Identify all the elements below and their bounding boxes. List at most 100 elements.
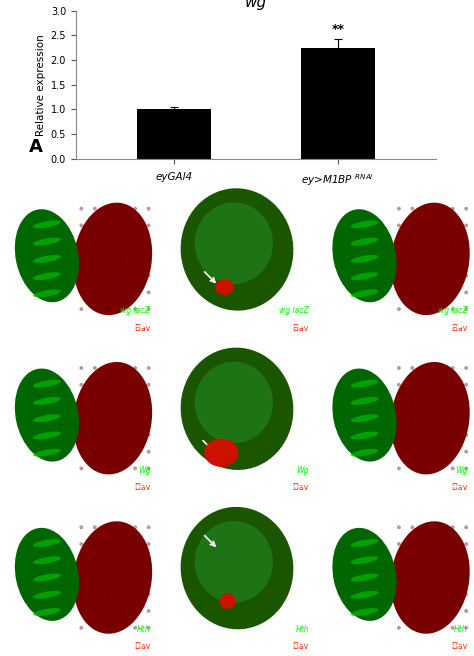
Ellipse shape [79, 525, 83, 529]
Ellipse shape [146, 433, 151, 437]
Ellipse shape [424, 274, 428, 277]
Ellipse shape [451, 626, 455, 630]
Text: Elav: Elav [134, 483, 150, 492]
Ellipse shape [79, 417, 83, 420]
Ellipse shape [424, 575, 428, 579]
Ellipse shape [464, 559, 468, 563]
Ellipse shape [351, 414, 378, 422]
Ellipse shape [351, 432, 378, 440]
Ellipse shape [146, 307, 151, 311]
Ellipse shape [464, 224, 468, 228]
Ellipse shape [146, 525, 151, 529]
Ellipse shape [79, 382, 83, 386]
Ellipse shape [120, 382, 124, 386]
Ellipse shape [351, 272, 378, 280]
Text: 50μm: 50μm [278, 319, 292, 324]
Text: 50μm: 50μm [437, 478, 451, 483]
Ellipse shape [424, 559, 428, 563]
Ellipse shape [106, 466, 110, 470]
Ellipse shape [73, 203, 152, 315]
Ellipse shape [397, 366, 401, 370]
Ellipse shape [79, 609, 83, 613]
Ellipse shape [106, 559, 110, 563]
Ellipse shape [93, 466, 97, 470]
Ellipse shape [93, 400, 97, 403]
Ellipse shape [397, 240, 401, 244]
Text: eyGal4: eyGal4 [6, 185, 31, 191]
Ellipse shape [410, 626, 414, 630]
Ellipse shape [397, 450, 401, 454]
Ellipse shape [120, 542, 124, 546]
Ellipse shape [33, 397, 61, 405]
Ellipse shape [351, 220, 378, 228]
Ellipse shape [146, 291, 151, 295]
Ellipse shape [120, 466, 124, 470]
Text: Elav: Elav [134, 642, 150, 651]
Ellipse shape [146, 224, 151, 228]
Ellipse shape [33, 237, 61, 245]
Ellipse shape [33, 591, 61, 599]
Text: Elav: Elav [293, 483, 309, 492]
Ellipse shape [410, 307, 414, 311]
Ellipse shape [133, 433, 137, 437]
Ellipse shape [133, 466, 137, 470]
Ellipse shape [79, 207, 83, 211]
Ellipse shape [93, 366, 97, 370]
Text: Elav: Elav [452, 642, 468, 651]
Ellipse shape [332, 209, 397, 302]
Ellipse shape [424, 207, 428, 211]
Ellipse shape [424, 366, 428, 370]
Ellipse shape [120, 559, 124, 563]
Ellipse shape [133, 366, 137, 370]
Ellipse shape [410, 592, 414, 596]
Ellipse shape [410, 450, 414, 454]
Ellipse shape [133, 525, 137, 529]
Text: A: A [29, 138, 43, 155]
Ellipse shape [79, 466, 83, 470]
Ellipse shape [351, 397, 378, 405]
Text: J: J [324, 642, 328, 651]
Ellipse shape [79, 542, 83, 546]
Ellipse shape [120, 592, 124, 596]
Ellipse shape [438, 542, 441, 546]
Text: Hth: Hth [137, 625, 150, 634]
Ellipse shape [451, 257, 455, 261]
Ellipse shape [438, 224, 441, 228]
Ellipse shape [79, 366, 83, 370]
Ellipse shape [438, 257, 441, 261]
Ellipse shape [93, 525, 97, 529]
Ellipse shape [146, 240, 151, 244]
Text: ey>M1BP$^{RNAi}$: ey>M1BP$^{RNAi}$ [165, 504, 213, 516]
Ellipse shape [451, 609, 455, 613]
Ellipse shape [397, 307, 401, 311]
Ellipse shape [93, 417, 97, 420]
Ellipse shape [146, 257, 151, 261]
Ellipse shape [451, 450, 455, 454]
Ellipse shape [451, 400, 455, 403]
Ellipse shape [79, 400, 83, 403]
Ellipse shape [424, 466, 428, 470]
Ellipse shape [391, 203, 470, 315]
Ellipse shape [438, 450, 441, 454]
Ellipse shape [106, 307, 110, 311]
Ellipse shape [410, 417, 414, 420]
Ellipse shape [73, 522, 152, 634]
Ellipse shape [195, 202, 273, 284]
Ellipse shape [397, 257, 401, 261]
Ellipse shape [146, 207, 151, 211]
Ellipse shape [397, 291, 401, 295]
Ellipse shape [133, 400, 137, 403]
Ellipse shape [120, 207, 124, 211]
Text: 50μm: 50μm [278, 478, 292, 483]
Ellipse shape [410, 609, 414, 613]
Text: ey>M1BP$^{RNAi}$: ey>M1BP$^{RNAi}$ [165, 344, 213, 357]
Ellipse shape [397, 207, 401, 211]
Ellipse shape [33, 539, 61, 547]
Ellipse shape [438, 417, 441, 420]
Ellipse shape [351, 449, 378, 457]
Ellipse shape [410, 466, 414, 470]
Text: D: D [324, 323, 333, 333]
Ellipse shape [438, 626, 441, 630]
Ellipse shape [410, 240, 414, 244]
Text: ey>M1BP$^{RNAi}$+wg$^{RNAi}$: ey>M1BP$^{RNAi}$+wg$^{RNAi}$ [324, 344, 400, 357]
